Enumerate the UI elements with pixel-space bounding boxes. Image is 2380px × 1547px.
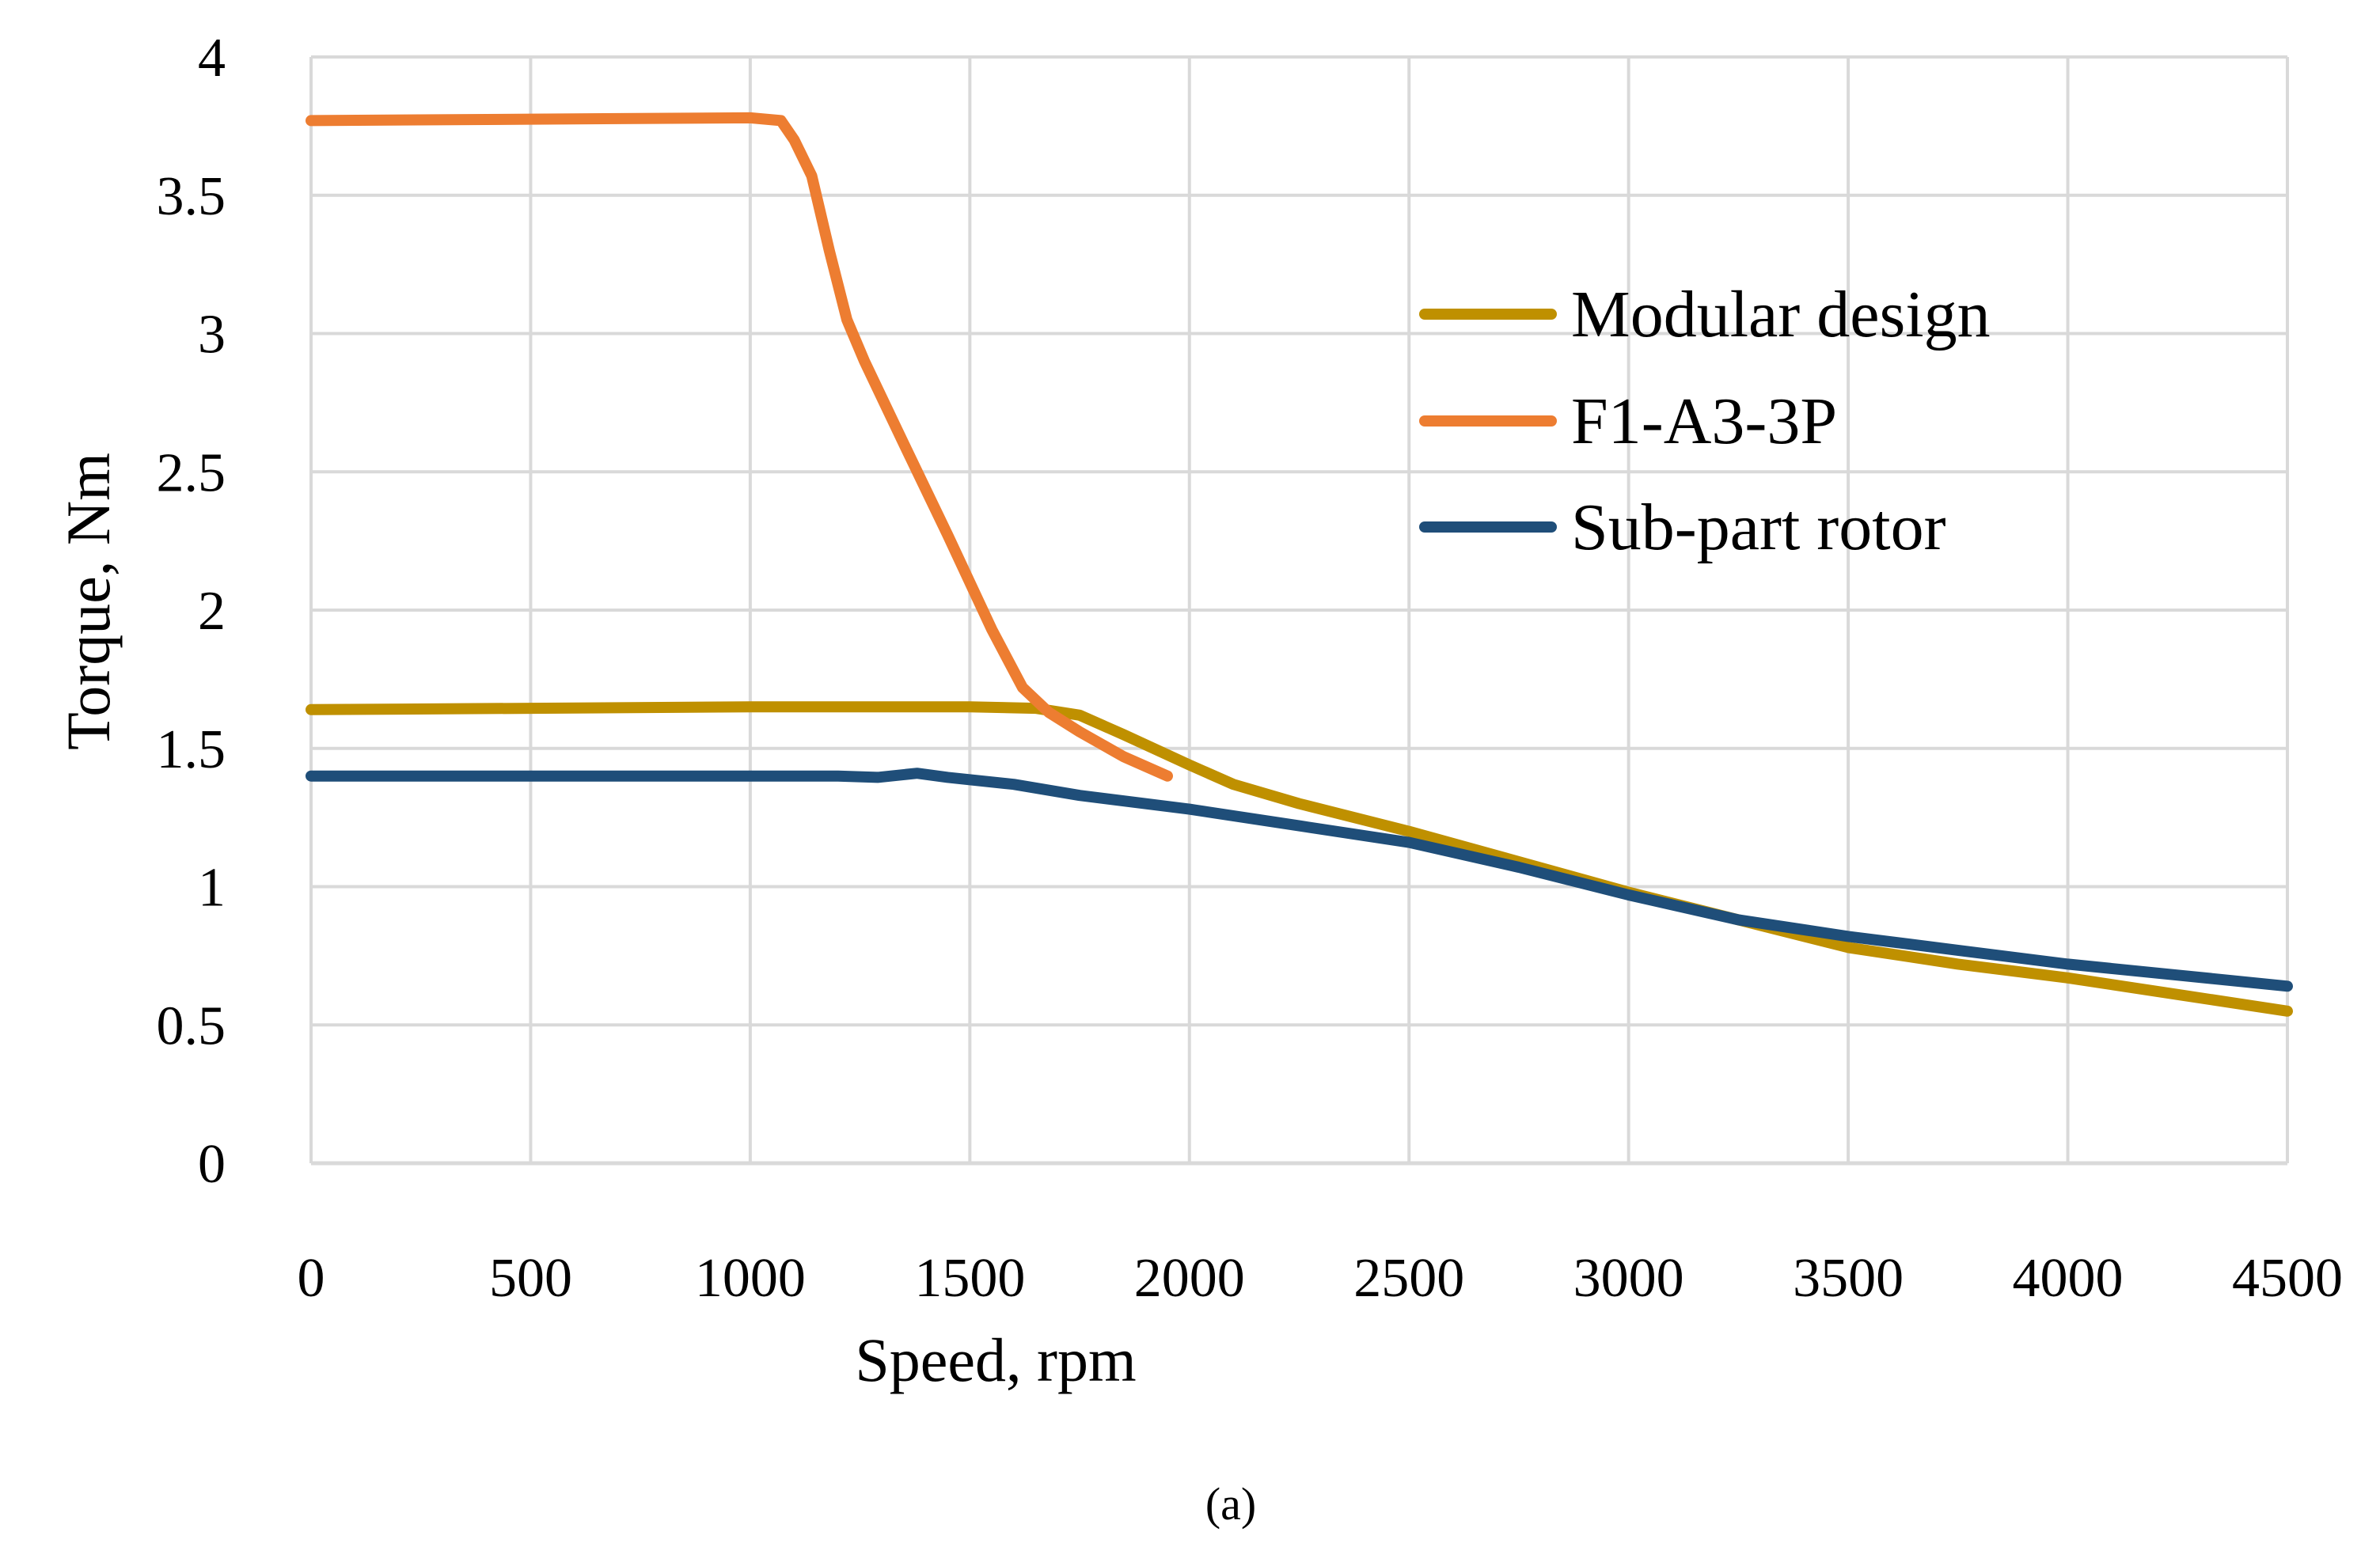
panel-label: (a)	[1205, 1478, 1256, 1530]
series-line-modular-design	[306, 701, 2293, 1017]
x-axis-label: Speed, rpm	[855, 1325, 1136, 1394]
series-line-sub-part-rotor	[306, 768, 2293, 992]
x-tick-label: 2500	[1353, 1248, 1464, 1309]
series-lines	[306, 112, 2293, 1017]
x-tick-label: 500	[489, 1248, 572, 1309]
y-tick-label: 0	[198, 1134, 226, 1195]
x-tick-label: 4500	[2232, 1248, 2343, 1309]
x-tick-label: 4000	[2013, 1248, 2124, 1309]
x-tick-label: 3000	[1573, 1248, 1684, 1309]
x-tick-label: 3500	[1793, 1248, 1904, 1309]
y-tick-label: 2.5	[157, 442, 226, 503]
y-tick-label: 4	[198, 28, 226, 89]
grid	[309, 55, 2289, 1166]
y-tick-label: 1.5	[157, 719, 226, 780]
x-tick-label: 1000	[695, 1248, 806, 1309]
y-tick-label: 3.5	[157, 166, 226, 227]
x-tick-label: 1500	[914, 1248, 1025, 1309]
y-tick-label: 0.5	[157, 995, 226, 1056]
series-line-f1-a3-3p	[306, 112, 1173, 782]
y-tick-label: 3	[198, 305, 226, 366]
y-axis-label: Torque, Nm	[54, 453, 123, 750]
y-tick-label: 2	[198, 581, 226, 642]
legend-label-sub-part-rotor: Sub-part rotor	[1571, 491, 1946, 564]
legend: Modular design F1-A3-3P Sub-part rotor	[1419, 278, 1991, 564]
x-tick-label: 0	[298, 1248, 325, 1309]
legend-label-f1-a3-3p: F1-A3-3P	[1571, 385, 1837, 458]
y-axis-ticks: 0 0.5 1 1.5 2 2.5 3 3.5 4	[157, 28, 226, 1195]
y-tick-label: 1	[198, 858, 226, 919]
x-axis-ticks: 0 500 1000 1500 2000 2500 3000 3500 4000 4500	[298, 1248, 2344, 1309]
legend-label-modular-design: Modular design	[1571, 278, 1991, 351]
x-tick-label: 2000	[1134, 1248, 1245, 1309]
